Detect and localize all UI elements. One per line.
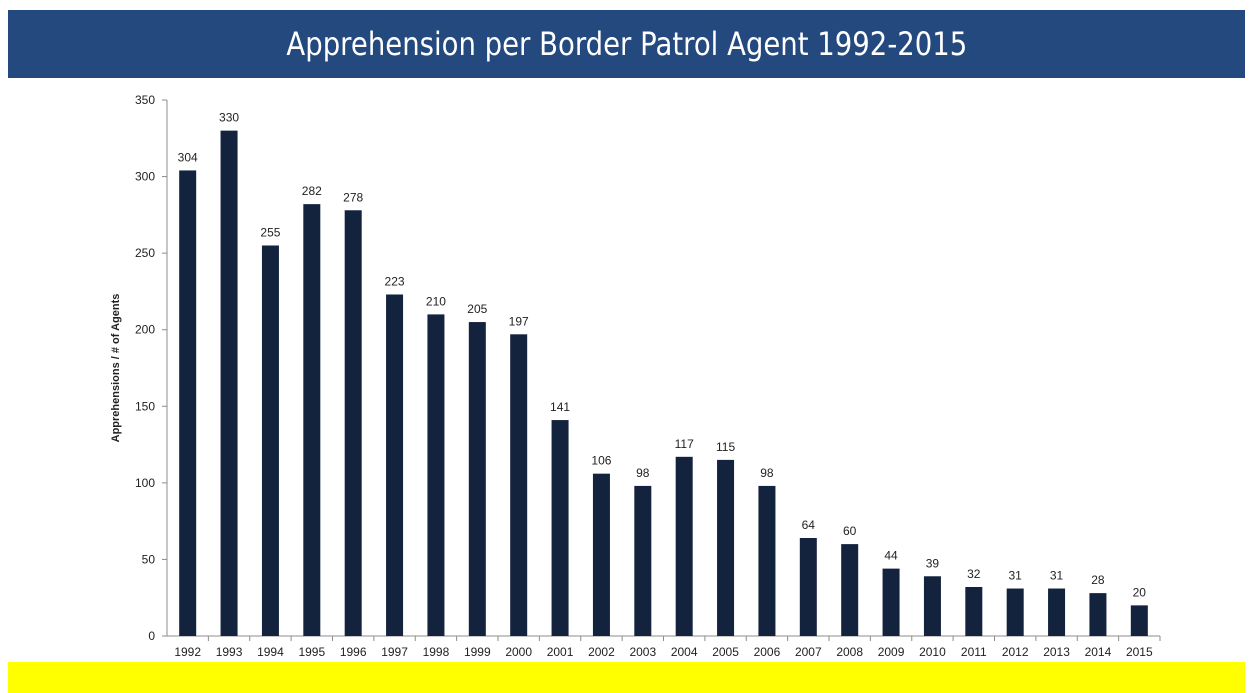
x-tick-label-2005: 2005	[712, 645, 739, 659]
x-tick-label-1994: 1994	[257, 645, 284, 659]
x-tick-label-2015: 2015	[1126, 645, 1153, 659]
bar-2001	[551, 420, 569, 636]
data-label-2008: 60	[843, 524, 857, 538]
bar-2012	[1006, 588, 1024, 636]
bar-2000	[510, 334, 528, 636]
data-label-2000: 197	[509, 314, 529, 328]
data-label-1996: 278	[343, 190, 363, 204]
data-label-1993: 330	[219, 111, 239, 125]
data-label-2005: 115	[716, 440, 735, 454]
y-axis-title: Apprehensions / # of Agents	[110, 294, 122, 443]
x-tick-label-2007: 2007	[795, 645, 822, 659]
x-tick-label-2002: 2002	[588, 645, 615, 659]
data-label-2004: 117	[675, 437, 694, 451]
data-label-2010: 39	[926, 556, 940, 570]
bar-2007	[799, 537, 817, 636]
bar-1995	[303, 204, 321, 636]
bar-1993	[220, 130, 238, 636]
bar-2008	[841, 544, 859, 636]
bar-1997	[386, 294, 404, 636]
bar-2003	[634, 485, 652, 636]
bar-chart: 0 50 100 150 200 250 300 350 Apprehensions / # o…	[110, 93, 1161, 659]
x-tick-label-1995: 1995	[298, 645, 325, 659]
x-tick-label-1999: 1999	[464, 645, 491, 659]
x-tick-label-2012: 2012	[1002, 645, 1029, 659]
bar-2009	[882, 568, 900, 636]
x-tick-label-2004: 2004	[671, 645, 698, 659]
page-title: Apprehension per Border Patrol Agent 199…	[286, 25, 967, 63]
bar-1996	[344, 210, 362, 636]
data-label-1992: 304	[178, 150, 198, 164]
bar-2014	[1089, 593, 1107, 636]
data-label-1995: 282	[302, 184, 322, 198]
data-label-2009: 44	[884, 549, 898, 563]
bar-2004	[675, 456, 693, 636]
bar-2011	[965, 586, 983, 636]
y-tick-label: 250	[135, 246, 155, 260]
y-tick-label: 200	[135, 323, 155, 337]
bar-1992	[179, 170, 197, 636]
x-tick-label-2006: 2006	[754, 645, 781, 659]
bar-2006	[758, 485, 776, 636]
data-label-2007: 64	[802, 518, 816, 532]
x-tick-label-2008: 2008	[836, 645, 863, 659]
data-label-2003: 98	[636, 466, 650, 480]
bar-2010	[923, 576, 941, 636]
data-label-1994: 255	[260, 225, 280, 239]
y-tick-label: 0	[148, 629, 155, 643]
x-tick-label-2009: 2009	[878, 645, 905, 659]
bar-1998	[427, 314, 445, 636]
bar-1994	[261, 245, 279, 636]
x-tick-label-2010: 2010	[919, 645, 946, 659]
x-tick-label-1993: 1993	[216, 645, 243, 659]
data-label-1997: 223	[385, 274, 405, 288]
data-label-2002: 106	[591, 454, 611, 468]
bar-2005	[717, 459, 735, 636]
data-label-1999: 205	[467, 302, 487, 316]
data-label-2012: 31	[1009, 569, 1023, 583]
x-tick-label-1992: 1992	[174, 645, 201, 659]
x-tick-label-2001: 2001	[547, 645, 574, 659]
data-label-2011: 32	[967, 567, 981, 581]
x-tick-label-1997: 1997	[381, 645, 408, 659]
title-banner: Apprehension per Border Patrol Agent 199…	[8, 10, 1245, 78]
x-tick-label-2011: 2011	[961, 645, 987, 659]
data-label-2006: 98	[760, 466, 774, 480]
bar-2002	[592, 473, 610, 636]
y-tick-label: 150	[135, 399, 155, 413]
data-label-2015: 20	[1133, 585, 1147, 599]
chart-area: 0 50 100 150 200 250 300 350 Apprehensions / # o…	[0, 80, 1253, 662]
bar-1999	[468, 322, 486, 636]
x-tick-label-1996: 1996	[340, 645, 367, 659]
yellow-band	[8, 662, 1245, 693]
y-tick-label: 350	[135, 93, 155, 107]
x-tick-label-2014: 2014	[1085, 645, 1112, 659]
x-tick-label-2000: 2000	[505, 645, 532, 659]
bar-2015	[1130, 605, 1148, 636]
x-tick-label-1998: 1998	[423, 645, 450, 659]
x-tick-label-2013: 2013	[1043, 645, 1070, 659]
y-tick-label: 100	[135, 476, 155, 490]
data-label-2014: 28	[1091, 573, 1105, 587]
data-label-1998: 210	[426, 294, 446, 308]
y-tick-label: 300	[135, 170, 155, 184]
bar-2013	[1048, 588, 1066, 636]
x-tick-label-2003: 2003	[629, 645, 656, 659]
data-label-2001: 141	[550, 400, 570, 414]
y-tick-label: 50	[142, 552, 156, 566]
data-label-2013: 31	[1050, 569, 1064, 583]
